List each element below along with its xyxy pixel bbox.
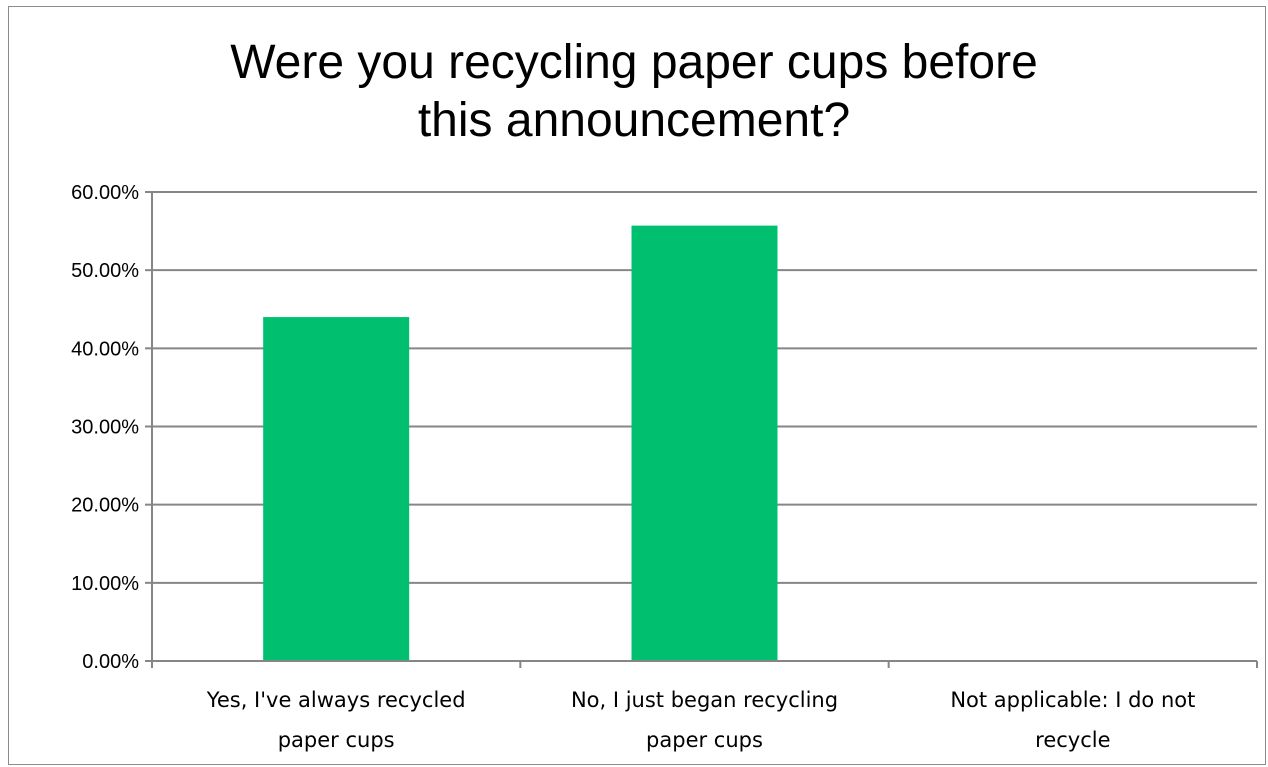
y-tick-label: 60.00% (71, 182, 139, 204)
x-tick-label: paper cups (646, 728, 763, 752)
x-tick-label: Not applicable: I do not (950, 688, 1195, 712)
x-tick-label: paper cups (278, 728, 395, 752)
x-tick-label: recycle (1035, 728, 1110, 752)
y-tick-label: 0.00% (82, 651, 139, 673)
bar (263, 317, 410, 661)
y-tick-label: 50.00% (71, 260, 139, 282)
y-tick-label: 40.00% (71, 338, 139, 360)
x-tick-label: No, I just began recycling (571, 688, 838, 712)
chart-title: Were you recycling paper cups before thi… (230, 36, 1038, 147)
y-tick-label: 20.00% (71, 495, 139, 517)
y-tick-label: 30.00% (71, 417, 139, 439)
bar (631, 225, 778, 661)
x-tick-label: Yes, I've always recycled (206, 688, 466, 712)
y-tick-label: 10.00% (71, 573, 139, 595)
